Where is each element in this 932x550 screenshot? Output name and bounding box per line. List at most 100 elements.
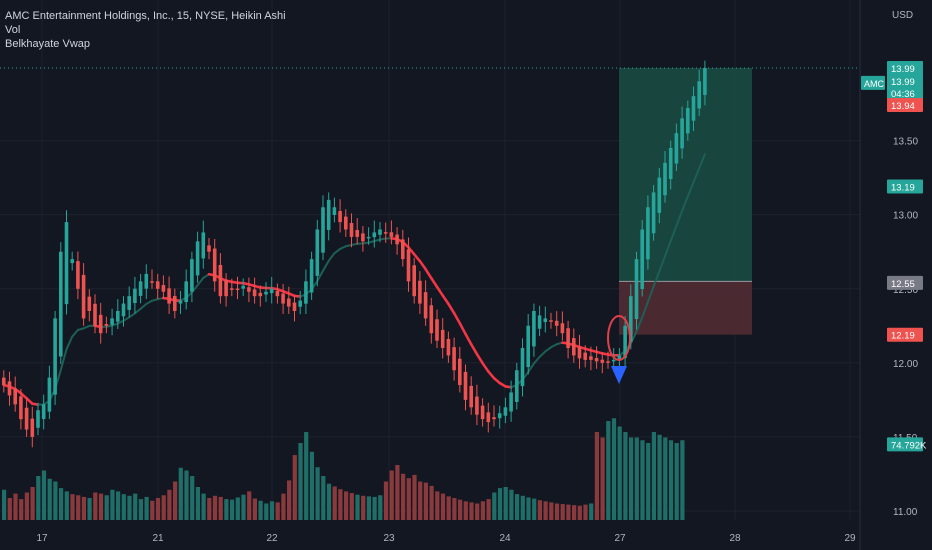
volume-bar [651,432,656,520]
volume-bar [230,499,235,520]
candle-body [344,216,348,230]
volume-bar [383,481,389,520]
volume-bar [133,493,138,520]
vwap-segment [464,332,473,346]
volume-bar [173,481,178,520]
candle-body [651,192,656,234]
volume-bar [583,504,588,520]
annotations[interactable] [607,315,631,384]
time-tick-label: 29 [844,533,856,544]
vwap-segment [71,328,79,338]
candle-body [549,320,553,322]
volume-bar [59,488,64,520]
candle-body [554,320,559,326]
vwap-segment [692,167,701,184]
volume-bar [70,494,75,520]
legend-vwap[interactable]: Belkhayate Vwap [5,38,90,50]
candle-body [497,413,502,419]
volume-bar [657,434,662,520]
volume-bar [298,443,303,520]
vwap-segment [686,181,695,198]
candle-body [138,281,143,296]
candle-body [155,281,160,289]
volume-bar [418,481,423,520]
volume-bar [150,500,155,520]
volume-bar [509,489,514,520]
vwap-segment [65,335,74,351]
candle-body [304,281,308,304]
volume-bar [629,437,634,520]
volume-bar [315,467,320,520]
volume-bar [19,499,24,520]
volume-bar [634,437,639,520]
vwap-segment [646,285,655,303]
candle-body [691,96,696,121]
candle-body [560,323,565,334]
price-badge [887,275,923,290]
candle-body [440,329,445,349]
volume-bar [412,474,417,520]
volume-bar [24,492,29,520]
vwap-segment [407,246,416,256]
volume-bar [475,503,480,520]
price-badge-value: 13.99 [891,64,915,75]
volume-bar [292,455,297,520]
candle-body [668,148,673,180]
candle-body [184,281,188,303]
candle-body [167,288,171,304]
candle-body [435,319,439,341]
volume-bar [361,495,366,520]
volume-bar [218,496,223,520]
legend-volume[interactable]: Vol [5,24,21,36]
candle-body [104,324,109,326]
candle-body [7,381,12,396]
candle-body [486,412,491,423]
volume-bar [212,495,218,520]
price-tick-label: 11.00 [893,507,918,518]
vwap-segment [669,224,678,243]
candle-body [640,229,644,290]
volume-bar [64,491,69,520]
price-badge [887,98,923,113]
candle-body [418,280,422,304]
volume-bar [423,482,428,520]
volume-bar [275,502,280,520]
legend-title[interactable]: AMC Entertainment Holdings, Inc., 15, NY… [5,10,286,22]
time-axis[interactable]: 17 21 22 23 24 27 28 29 [36,533,856,544]
vwap-segment [441,294,450,306]
volume-bar [269,501,275,520]
candle-body [492,417,496,420]
candle-body [81,274,86,319]
volume-bar [36,476,41,520]
volume-bar [617,426,622,520]
candles[interactable] [2,60,707,448]
candle-body [207,245,211,252]
candle-body [218,264,223,297]
candle-body [395,234,399,245]
candle-body [36,410,40,428]
price-badge-value: 12.19 [891,331,915,342]
volume-bar [549,502,554,520]
candle-body [338,211,342,223]
volume-bar [30,487,35,520]
vwap-segment [339,245,347,250]
candle-body [611,359,616,362]
vwap-segment [122,316,131,322]
candle-body [201,232,206,259]
vwap-segment [544,346,552,353]
candle-body [361,233,365,242]
vwap-segment [82,324,91,330]
time-tick-label: 27 [614,533,626,544]
candle-body [93,303,97,326]
candle-body [41,404,46,420]
candle-body [321,207,325,253]
time-tick-label: 22 [266,533,278,544]
volume-bar [401,473,406,520]
volume-bar [492,492,497,520]
candle-body [59,251,63,357]
candle-body [412,265,416,297]
candle-body [19,396,23,420]
vwap-segment [59,348,68,372]
vwap-segment [128,312,136,319]
